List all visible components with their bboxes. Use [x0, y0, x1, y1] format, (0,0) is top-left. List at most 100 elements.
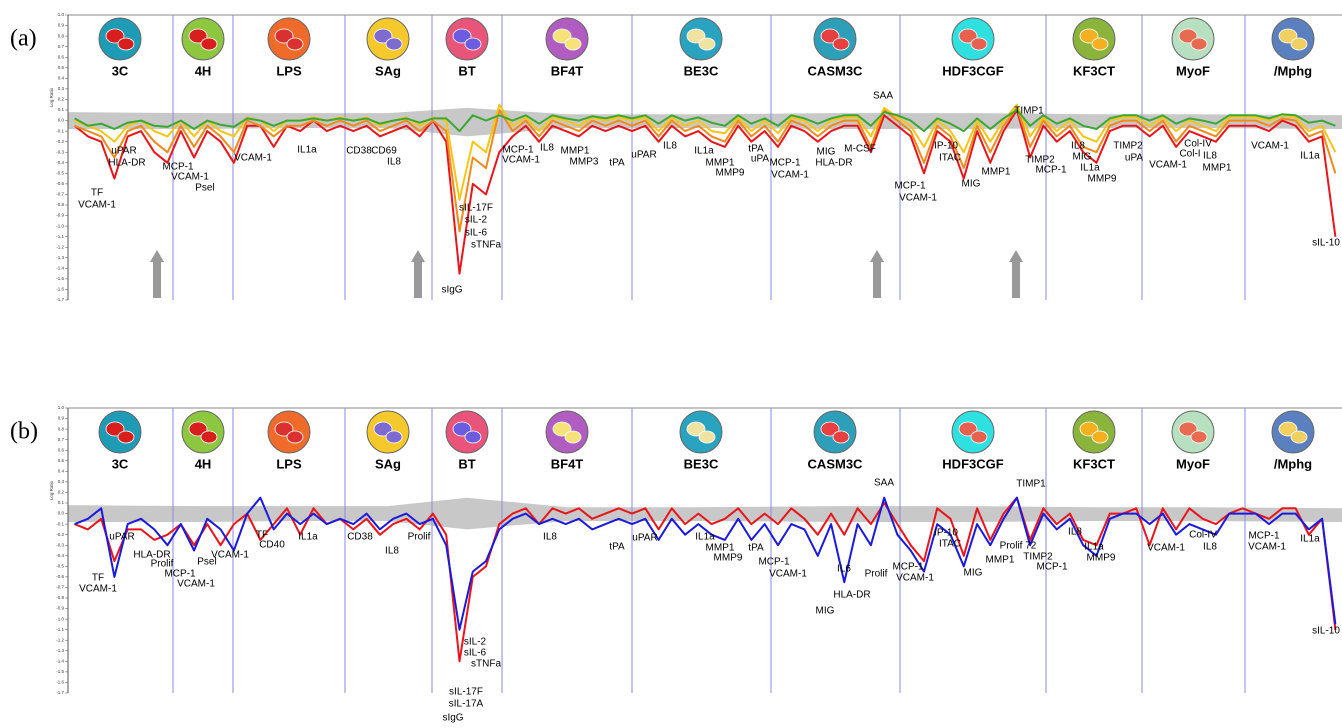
annotation: sIgG	[441, 285, 462, 296]
y-tick-label: 0.1	[58, 500, 65, 505]
annotation: Col-I	[1179, 149, 1200, 160]
y-tick-label: 0.7	[58, 44, 65, 49]
annotation: MIG	[964, 568, 983, 579]
panel-label: (a)	[10, 26, 37, 52]
figure: (a)Log Ratio1.00.90.80.70.60.50.40.30.20…	[0, 0, 1342, 728]
system-icon-cell	[1191, 431, 1207, 443]
y-tick-label: -1.7	[56, 297, 64, 302]
annotation: M-CSF	[844, 144, 876, 155]
system-icon-cell	[201, 38, 217, 50]
annotation: VCAM-1	[171, 172, 209, 183]
system-icon-cell	[201, 431, 217, 443]
section-label: 3C	[112, 63, 129, 78]
annotation: uPA	[1125, 153, 1143, 164]
section-label: BT	[458, 456, 475, 471]
annotation: IL1a	[297, 145, 317, 156]
section-label: SAg	[375, 63, 401, 78]
annotation: MMP3	[570, 157, 599, 168]
y-tick-label: -1.2	[56, 637, 64, 642]
annotation: TF	[92, 573, 104, 584]
y-tick-label: -0.9	[56, 213, 64, 218]
arrow	[1009, 250, 1023, 298]
annotation: SAA	[874, 478, 894, 489]
y-tick-label: -0.3	[56, 542, 64, 547]
annotation: IL8	[543, 532, 557, 543]
panel: (a)Log Ratio1.00.90.80.70.60.50.40.30.20…	[10, 12, 1342, 302]
y-tick-label: 0.1	[58, 107, 65, 112]
arrow	[150, 250, 164, 298]
annotation: sIL-2	[465, 215, 488, 226]
annotation: uPA	[751, 154, 769, 165]
section-label: BF4T	[551, 63, 584, 78]
section-label: BE3C	[684, 63, 719, 78]
annotation: CD38	[347, 532, 373, 543]
y-tick-label: 0.0	[58, 511, 65, 516]
annotation: uPAR	[632, 533, 657, 544]
annotation: CD69	[371, 146, 397, 157]
annotation: MMP9	[1087, 553, 1116, 564]
annotation: IL6	[837, 564, 851, 575]
annotation: MCP-1	[892, 562, 924, 573]
annotation: Psel	[195, 183, 214, 194]
y-tick-label: -1.6	[56, 680, 64, 685]
arrow	[870, 250, 884, 298]
annotation: MCP-1	[758, 557, 790, 568]
system-icon-cell	[971, 431, 987, 443]
system-icon-cell	[1191, 38, 1207, 50]
section-label: BT	[458, 63, 475, 78]
annotation: sIgG	[442, 713, 463, 724]
annotation: TIMP1	[1014, 106, 1044, 117]
section-label: BE3C	[684, 456, 719, 471]
y-tick-label: 0.9	[58, 23, 65, 28]
y-tick-label: 0.3	[58, 86, 65, 91]
section-label: 4H	[195, 63, 212, 78]
y-tick-label: -0.2	[56, 532, 64, 537]
annotation: MMP1	[982, 167, 1011, 178]
y-tick-label: 0.6	[58, 447, 65, 452]
annotation: ITAC	[939, 539, 961, 550]
annotation: VCAM-1	[1149, 160, 1187, 171]
section-label: LPS	[276, 63, 302, 78]
y-tick-label: 0.8	[58, 426, 65, 431]
annotation: VCAM-1	[234, 153, 272, 164]
y-tick-label: -0.8	[56, 202, 64, 207]
system-icon-cell	[386, 431, 402, 443]
annotation: MMP9	[1088, 174, 1117, 185]
section-label: CASM3C	[808, 63, 864, 78]
annotation: ITAC	[939, 153, 961, 164]
annotation: tPA	[609, 158, 625, 169]
arrow	[411, 250, 425, 298]
system-icon-cell	[699, 38, 715, 50]
y-tick-label: -1.7	[56, 690, 64, 695]
annotation: sTNFa	[471, 240, 501, 251]
annotation: IL1a	[1300, 151, 1320, 162]
system-icon-cell	[465, 38, 481, 50]
y-tick-label: -0.7	[56, 192, 64, 197]
y-tick-label: 0.8	[58, 33, 65, 38]
annotation: MCP-1	[1036, 562, 1068, 573]
annotation: sIL-17F	[449, 687, 483, 698]
section-label: KF3CT	[1073, 456, 1115, 471]
y-tick-label: -0.3	[56, 149, 64, 154]
annotation: MCP-1	[1248, 531, 1280, 542]
annotation: uPAR	[109, 532, 134, 543]
annotation: VCAM-1	[1147, 543, 1185, 554]
y-tick-label: 0.4	[58, 469, 65, 474]
annotation: MMP1	[561, 146, 590, 157]
annotation: uPAR	[111, 146, 136, 157]
annotation: CD40	[259, 540, 285, 551]
annotation: IL8	[1071, 141, 1085, 152]
y-tick-label: 0.3	[58, 479, 65, 484]
y-tick-label: -1.5	[56, 276, 64, 281]
annotation: sIL-6	[465, 228, 488, 239]
annotation: IL1a	[694, 146, 714, 157]
y-tick-label: 0.9	[58, 416, 65, 421]
y-tick-label: -0.8	[56, 595, 64, 600]
annotation: MIG	[817, 147, 836, 158]
y-axis-title: Log Ratio	[49, 480, 54, 500]
section-label: 4H	[195, 456, 212, 471]
annotation: MMP9	[716, 168, 745, 179]
section-label: 3C	[112, 456, 129, 471]
system-icon-cell	[565, 431, 581, 443]
annotation: IL8	[1068, 527, 1082, 538]
